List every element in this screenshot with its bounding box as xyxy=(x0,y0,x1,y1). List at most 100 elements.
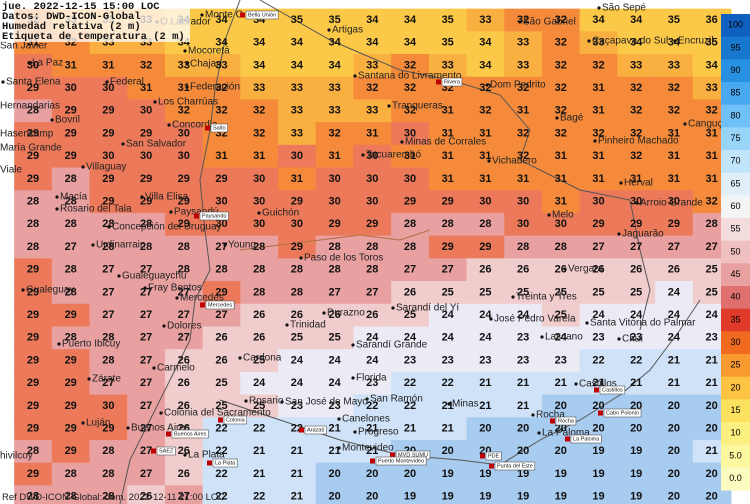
temperature: 32 xyxy=(517,127,529,139)
temperature: 32 xyxy=(555,14,567,26)
station-marker xyxy=(151,448,156,454)
temperature: 30 xyxy=(366,150,378,162)
place-name: Los Charrúas xyxy=(158,97,218,108)
place-name: Chajarí xyxy=(190,59,222,70)
colorbar-label: 85 xyxy=(730,88,740,98)
temperature: 33 xyxy=(291,127,303,139)
temperature: 31 xyxy=(404,150,416,162)
cell xyxy=(353,54,393,78)
temperature: 29 xyxy=(479,241,491,253)
temperature: 26 xyxy=(630,264,642,276)
place-dot xyxy=(351,343,355,347)
cell xyxy=(240,439,280,464)
temperature: 30 xyxy=(102,82,114,94)
station-marker xyxy=(200,302,205,308)
temperature: 26 xyxy=(328,309,340,321)
cell xyxy=(164,212,204,237)
place-dot xyxy=(400,140,404,144)
cell xyxy=(240,99,280,124)
temperature: 24 xyxy=(328,354,341,366)
temperature: 30 xyxy=(404,127,416,139)
temperature: 27 xyxy=(140,468,152,480)
place-name: hivilcoy xyxy=(0,451,33,462)
cell xyxy=(202,235,242,260)
colorbar-label: 30 xyxy=(730,337,740,347)
cell xyxy=(51,439,91,464)
temperature: 19 xyxy=(630,445,642,457)
temperature: 28 xyxy=(27,445,39,457)
cell xyxy=(541,76,581,101)
temperature: 30 xyxy=(517,196,529,208)
temperature: 26 xyxy=(479,264,491,276)
temperature: 30 xyxy=(178,127,190,139)
cell xyxy=(428,31,468,56)
cell xyxy=(579,167,619,192)
place-dot xyxy=(387,104,391,108)
temperature: 28 xyxy=(442,218,454,230)
place-dot xyxy=(683,122,687,126)
cell xyxy=(127,54,166,78)
temperature: 20 xyxy=(668,400,680,412)
place-name: Guichón xyxy=(262,208,299,219)
colorbar-cell xyxy=(721,36,750,60)
temperature: 34 xyxy=(479,37,492,49)
temperature: 29 xyxy=(27,127,39,139)
place-name: Canguç xyxy=(688,119,722,130)
place-name: Trinidad xyxy=(290,320,326,331)
place-dot xyxy=(337,417,341,421)
place-dot xyxy=(617,337,621,341)
place-name: Paysandú xyxy=(174,207,218,218)
temperature: 29 xyxy=(442,241,454,253)
temperature: 22 xyxy=(630,354,642,366)
place-name: San Javier xyxy=(0,41,48,52)
temperature: 27 xyxy=(102,286,114,298)
place-name: Encruzil xyxy=(678,36,714,47)
station-marker xyxy=(565,436,570,442)
cell xyxy=(541,212,581,237)
place-name: Jaguarão xyxy=(622,229,664,240)
station-marker xyxy=(598,410,603,416)
temperature: 21 xyxy=(291,468,303,480)
temperature: 29 xyxy=(65,150,77,162)
temperature: 19 xyxy=(592,491,604,503)
temperature: 33 xyxy=(328,82,340,94)
cell xyxy=(655,417,694,441)
colorbar-cell xyxy=(721,376,750,400)
place-dot xyxy=(280,400,284,404)
place-dot xyxy=(337,446,341,450)
cell xyxy=(51,212,91,237)
cell xyxy=(89,167,129,192)
temperature: 32 xyxy=(555,105,567,117)
colorbar-label: 45 xyxy=(730,269,740,279)
place-name: Dom Pedrito xyxy=(490,80,546,91)
place-dot xyxy=(21,288,25,292)
temperature: 24 xyxy=(705,309,718,321)
header-line: Datos: DWD-ICON-Global xyxy=(2,11,141,23)
temperature: 31 xyxy=(517,173,529,185)
temperature: 20 xyxy=(366,491,378,503)
cell xyxy=(202,76,242,101)
temperature: 22 xyxy=(404,377,416,389)
cell xyxy=(51,235,91,260)
cell xyxy=(466,394,506,419)
cell xyxy=(541,144,581,169)
place-dot xyxy=(537,431,541,435)
temperature: 33 xyxy=(291,82,303,94)
place-dot xyxy=(152,366,156,370)
cell xyxy=(504,122,543,146)
cell xyxy=(14,485,53,504)
temperature: 27 xyxy=(140,423,152,435)
cell xyxy=(541,258,581,283)
place-dot xyxy=(121,142,125,146)
temperature: 31 xyxy=(592,105,604,117)
place-name: Bagé xyxy=(560,113,584,124)
cell xyxy=(391,281,430,305)
station-marker xyxy=(370,458,375,464)
colorbar-label: 75 xyxy=(730,133,740,143)
cell xyxy=(240,144,280,169)
temperature: 34 xyxy=(404,37,417,49)
temperature: 19 xyxy=(404,491,416,503)
temperature: 35 xyxy=(291,14,303,26)
cell xyxy=(466,349,506,373)
